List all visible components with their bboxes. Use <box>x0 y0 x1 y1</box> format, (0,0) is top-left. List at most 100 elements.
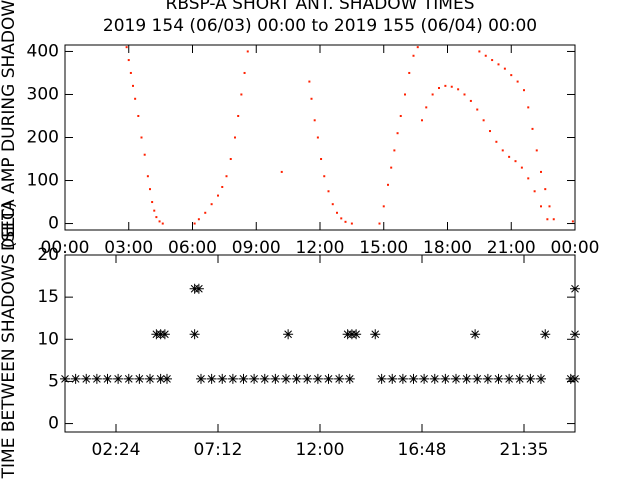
data-point <box>227 373 238 384</box>
data-point <box>489 130 491 133</box>
data-point <box>397 373 408 384</box>
data-point <box>140 136 143 139</box>
data-point <box>237 114 240 117</box>
data-point <box>193 283 204 294</box>
data-point <box>132 84 134 87</box>
data-point <box>412 54 415 57</box>
data-point <box>281 373 291 384</box>
data-point <box>351 329 362 340</box>
y-tick-label: 10 <box>37 329 59 349</box>
data-point <box>408 71 411 74</box>
data-point <box>320 158 323 161</box>
data-point <box>161 222 164 225</box>
data-point <box>527 106 530 109</box>
data-point <box>378 222 381 225</box>
data-point <box>382 205 385 208</box>
data-point <box>81 373 92 384</box>
data-point <box>463 93 466 96</box>
x-tick-label: 16:48 <box>398 440 447 460</box>
data-point <box>491 59 494 62</box>
data-point <box>544 188 547 191</box>
data-point <box>240 93 243 96</box>
data-point <box>283 329 294 340</box>
data-point <box>229 158 232 161</box>
data-point <box>162 373 172 384</box>
data-point <box>113 373 124 384</box>
data-point <box>546 218 549 221</box>
data-point <box>225 175 228 178</box>
data-point <box>327 190 330 193</box>
data-point <box>408 373 419 384</box>
x-tick-label: 12:00 <box>296 440 345 460</box>
data-point <box>540 170 542 173</box>
data-point <box>137 114 140 117</box>
data-point <box>336 211 338 214</box>
data-point <box>393 149 396 152</box>
data-point <box>291 373 302 384</box>
data-point <box>323 175 326 178</box>
data-point <box>451 373 461 384</box>
x-tick-label: 15:00 <box>359 238 408 258</box>
data-point <box>189 329 200 340</box>
data-point <box>134 97 137 100</box>
data-point <box>221 185 224 188</box>
data-point <box>246 50 249 53</box>
data-point <box>340 217 343 220</box>
data-point <box>516 80 519 83</box>
data-point <box>552 218 555 221</box>
data-point <box>484 54 487 57</box>
data-point <box>540 205 542 208</box>
data-point <box>238 373 249 384</box>
data-point <box>508 155 511 158</box>
data-point <box>570 283 580 294</box>
data-point <box>146 175 149 178</box>
data-point <box>438 87 440 90</box>
data-point <box>143 153 146 156</box>
data-point <box>153 209 156 212</box>
data-point <box>158 220 161 223</box>
data-point <box>429 373 440 384</box>
data-point <box>234 136 236 139</box>
data-point <box>533 190 536 193</box>
x-tick-label: 06:00 <box>168 238 217 258</box>
y-axis-title: TIME BETWEEN SHADOWS (SEC) <box>0 202 19 480</box>
y-tick-label: 5 <box>48 371 59 391</box>
data-point <box>387 183 389 186</box>
data-point <box>243 71 246 74</box>
data-point <box>323 373 334 384</box>
data-point <box>421 119 423 122</box>
data-point <box>514 160 517 163</box>
data-point <box>350 222 353 225</box>
data-point <box>536 373 546 384</box>
data-point <box>334 373 345 384</box>
data-point <box>416 46 419 49</box>
data-point <box>204 211 207 214</box>
data-point <box>478 50 481 53</box>
data-point <box>376 373 387 384</box>
data-point <box>525 373 536 384</box>
data-point <box>390 166 393 169</box>
data-point <box>331 203 334 206</box>
data-point <box>504 373 515 384</box>
data-point <box>302 373 313 384</box>
data-point <box>217 373 228 384</box>
data-point <box>527 177 530 180</box>
data-point <box>217 194 219 197</box>
data-point <box>387 373 398 384</box>
data-point <box>523 89 525 92</box>
data-point <box>540 329 551 340</box>
data-point <box>535 149 538 152</box>
x-tick-label: 03:00 <box>104 238 153 258</box>
data-point <box>370 329 381 340</box>
data-point <box>310 97 313 100</box>
x-tick-label: 21:00 <box>487 238 536 258</box>
data-point <box>70 373 81 384</box>
data-point <box>344 373 355 384</box>
data-point <box>495 140 498 143</box>
data-point <box>440 373 451 384</box>
data-point <box>501 149 504 152</box>
data-point <box>60 373 70 384</box>
y-tick-label: 0 <box>48 214 59 234</box>
data-point <box>419 373 430 384</box>
